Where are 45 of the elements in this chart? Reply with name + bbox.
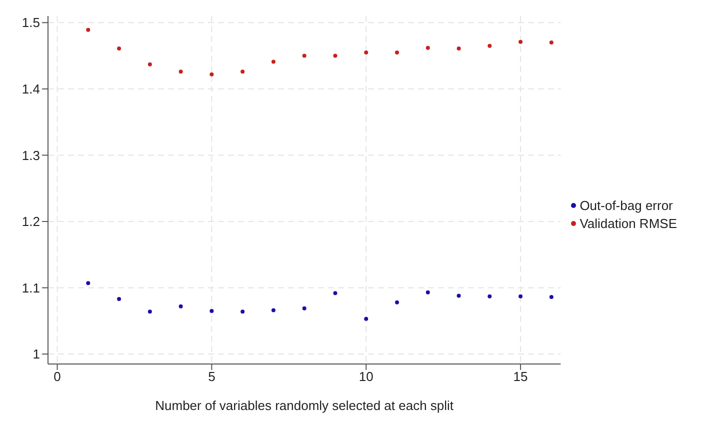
point bbox=[395, 50, 399, 54]
y-tick-label: 1 bbox=[32, 346, 40, 362]
y-tick-label: 1.2 bbox=[22, 214, 40, 230]
x-axis-title: Number of variables randomly selected at each split bbox=[155, 398, 454, 413]
point bbox=[271, 308, 276, 312]
point bbox=[178, 70, 183, 74]
point bbox=[364, 316, 368, 321]
point bbox=[456, 294, 461, 298]
point bbox=[488, 294, 492, 298]
point bbox=[117, 297, 122, 302]
point bbox=[148, 310, 152, 314]
point bbox=[518, 294, 523, 298]
point bbox=[302, 54, 306, 58]
point bbox=[178, 304, 183, 308]
point bbox=[86, 28, 90, 32]
point bbox=[333, 54, 338, 58]
legend-label: Out-of-bag error bbox=[580, 198, 673, 213]
point bbox=[364, 50, 368, 54]
y-tick-label: 1.4 bbox=[22, 82, 40, 97]
x-tick-label: 15 bbox=[513, 369, 528, 384]
point bbox=[210, 72, 214, 76]
point bbox=[271, 60, 276, 64]
point bbox=[302, 306, 306, 310]
point bbox=[426, 46, 430, 50]
point bbox=[86, 281, 90, 286]
point bbox=[549, 295, 554, 300]
point bbox=[117, 46, 122, 50]
x-tick-label: 10 bbox=[358, 369, 374, 384]
point bbox=[426, 290, 430, 294]
point bbox=[395, 300, 399, 304]
point bbox=[240, 70, 245, 74]
point bbox=[549, 40, 554, 45]
point bbox=[148, 62, 152, 66]
legend-label: Validation RMSE bbox=[580, 216, 677, 231]
point bbox=[240, 310, 245, 314]
point bbox=[518, 40, 523, 44]
point bbox=[488, 44, 492, 48]
point bbox=[456, 46, 461, 50]
x-tick-label: 5 bbox=[208, 369, 216, 384]
y-tick-label: 1.5 bbox=[22, 15, 40, 30]
y-tick-label: 1.3 bbox=[22, 148, 40, 163]
y-tick-label: 1.1 bbox=[22, 280, 40, 296]
x-tick-label: 0 bbox=[54, 369, 61, 384]
point bbox=[333, 291, 338, 296]
point bbox=[210, 308, 214, 313]
